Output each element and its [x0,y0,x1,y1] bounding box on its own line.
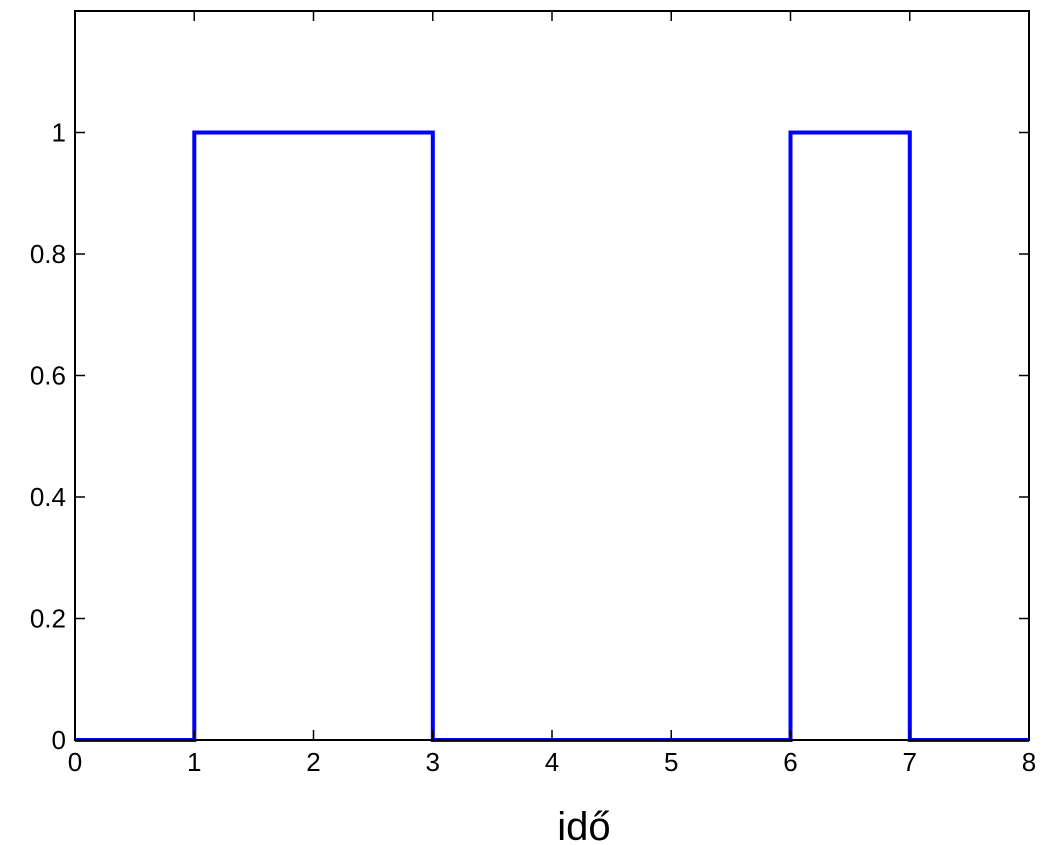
y-tick-label: 0.6 [30,361,66,391]
x-tick-label: 5 [664,747,678,777]
y-tick-label: 0.2 [30,604,66,634]
plot-area [75,11,1029,740]
x-tick-label: 8 [1022,747,1036,777]
x-tick-label: 7 [903,747,917,777]
x-axis-title: idő [557,805,610,845]
x-tick-label: 2 [306,747,320,777]
x-tick-label: 6 [783,747,797,777]
x-tick-label: 0 [68,747,82,777]
y-tick-label: 0.8 [30,239,66,269]
labels-layer: 0 1 2 3 4 5 6 7 8 0 0.2 0.4 0.6 0.8 1 [30,118,1036,778]
y-tick-label: 0 [52,725,66,755]
x-tick-label: 4 [545,747,559,777]
x-tick-label: 3 [426,747,440,777]
axes-box [74,10,1030,741]
y-tick-label: 0.4 [30,482,66,512]
y-tick-label: 1 [52,118,66,148]
x-tick-label: 1 [187,747,201,777]
